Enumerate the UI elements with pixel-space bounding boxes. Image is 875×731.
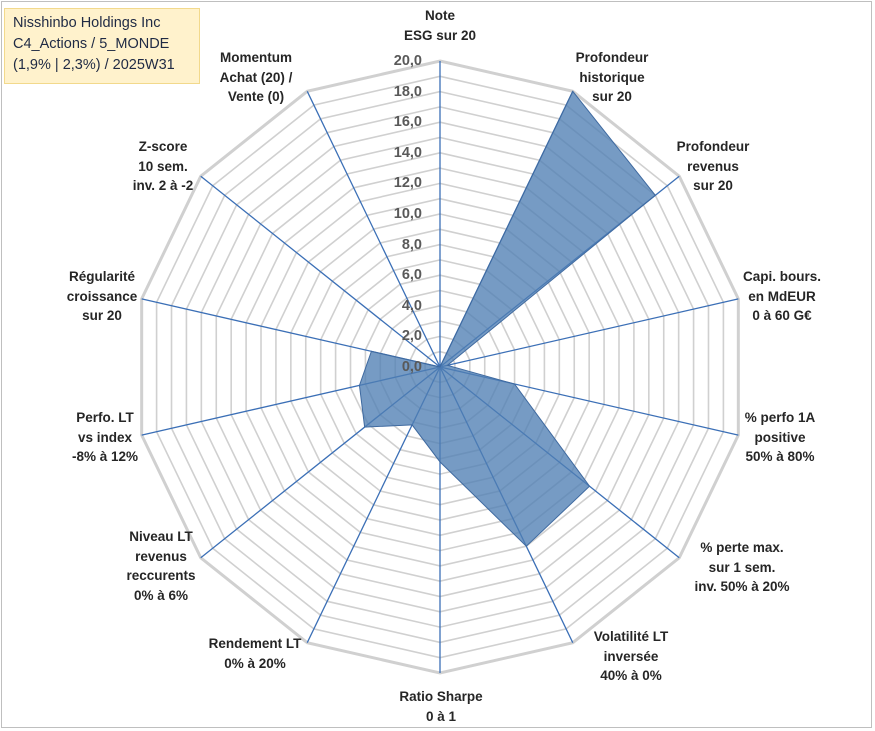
axis-label-line: inv. 2 à -2 xyxy=(132,178,194,193)
axis-label-line: inv. 50% à 20% xyxy=(694,579,790,594)
axis-label-line: Profondeur xyxy=(575,50,649,65)
tick-label: 6,0 xyxy=(401,267,422,284)
axis-label: Niveau LT revenus reccurents 0% à 6% xyxy=(126,527,195,605)
tick-label: 2,0 xyxy=(401,328,422,345)
axis-label-line: Vente (0) xyxy=(227,89,285,104)
axis-label-line: Volatilité LT xyxy=(593,629,669,644)
axis-label-line: Rendement LT xyxy=(208,636,302,651)
axis-label-line: % perfo 1A xyxy=(744,410,816,425)
axis-label-line: Momentum xyxy=(220,50,292,65)
axis-spoke xyxy=(200,175,441,368)
axis-label: Momentum Achat (20) / Vente (0) xyxy=(220,48,293,107)
axis-label-line: 0% à 6% xyxy=(133,587,189,603)
axis-label: Profondeur revenus sur 20 xyxy=(677,137,750,196)
axis-label-line: sur 20 xyxy=(592,89,632,104)
axis-label-line: revenus xyxy=(135,548,187,564)
tick-label: 18,0 xyxy=(393,83,422,100)
axis-label-line: % perte max. xyxy=(700,540,784,555)
axis-label-line: 0 à 1 xyxy=(425,708,457,724)
axis-label-line: -8% à 12% xyxy=(71,449,139,464)
axis-label-line: Note xyxy=(424,8,455,23)
axis-label-line: 10 sem. xyxy=(138,158,188,174)
axis-label-line: positive xyxy=(754,429,806,445)
axis-label: Profondeur historique sur 20 xyxy=(576,48,649,107)
axis-label: Rendement LT 0% à 20% xyxy=(209,634,302,673)
axis-label-line: 0% à 20% xyxy=(224,655,286,671)
tick-label: 4,0 xyxy=(401,297,422,314)
axis-label-line: historique xyxy=(579,69,645,85)
axis-label-line: 50% à 80% xyxy=(745,449,815,464)
tick-label: 12,0 xyxy=(393,175,422,192)
axis-label-line: sur 1 sem. xyxy=(708,559,776,575)
axis-label: Ratio Sharpe 0 à 1 xyxy=(399,687,482,726)
title-line-period: (1,9% | 2,3%) / 2025W31 xyxy=(13,57,175,73)
title-line-category: C4_Actions / 5_MONDE xyxy=(13,36,170,52)
axis-label: Z-score 10 sem. inv. 2 à -2 xyxy=(133,137,194,196)
axis-label-line: Perfo. LT xyxy=(76,410,134,425)
axis-label-line: Ratio Sharpe xyxy=(399,689,483,704)
radar-series xyxy=(358,90,657,547)
axis-label: Régularité croissance sur 20 xyxy=(67,267,138,326)
axis-label: % perfo 1A positive 50% à 80% xyxy=(745,408,816,467)
axis-label-line: 40% à 0% xyxy=(600,668,662,683)
axis-label: Volatilité LT inversée 40% à 0% xyxy=(594,627,669,686)
tick-label: 10,0 xyxy=(393,206,422,222)
axis-label-line: Achat (20) / xyxy=(219,69,293,85)
title-line-company: Nisshinbo Holdings Inc xyxy=(13,15,161,31)
axis-label-line: Profondeur xyxy=(676,139,750,154)
axis-label-line: Régularité xyxy=(68,269,136,284)
axis-spoke xyxy=(306,91,441,368)
tick-label: 0,0 xyxy=(401,359,422,375)
tick-label: 20,0 xyxy=(393,53,422,69)
axis-label: % perte max. sur 1 sem. inv. 50% à 20% xyxy=(694,538,789,597)
axis-label: Perfo. LT vs index -8% à 12% xyxy=(72,408,138,467)
tick-label: 8,0 xyxy=(401,236,422,253)
tick-label: 14,0 xyxy=(393,144,422,161)
chart-title-box: Nisshinbo Holdings Inc C4_Actions / 5_MO… xyxy=(4,8,200,84)
axis-label-line: reccurents xyxy=(126,568,196,583)
axis-label-line: Z-score xyxy=(138,139,188,154)
axis-label-line: sur 20 xyxy=(693,178,733,193)
axis-label-line: Niveau LT xyxy=(129,529,193,544)
axis-spoke xyxy=(439,298,739,368)
tick-label: 16,0 xyxy=(393,114,422,131)
axis-label-line: inversée xyxy=(603,648,659,664)
axis-label-line: Capi. bours. xyxy=(742,269,822,284)
axis-label-line: sur 20 xyxy=(82,308,122,323)
axis-label-line: croissance xyxy=(66,288,138,304)
axis-label: Capi. bours. en MdEUR 0 à 60 G€ xyxy=(743,267,821,326)
axis-label: Note ESG sur 20 xyxy=(404,6,476,45)
axis-label-line: revenus xyxy=(687,158,739,174)
axis-label-line: vs index xyxy=(77,429,133,445)
series-area xyxy=(358,90,657,547)
axis-label-line: ESG sur 20 xyxy=(403,27,477,43)
axis-label-line: en MdEUR xyxy=(748,288,816,304)
axis-label-line: 0 à 60 G€ xyxy=(752,308,812,323)
